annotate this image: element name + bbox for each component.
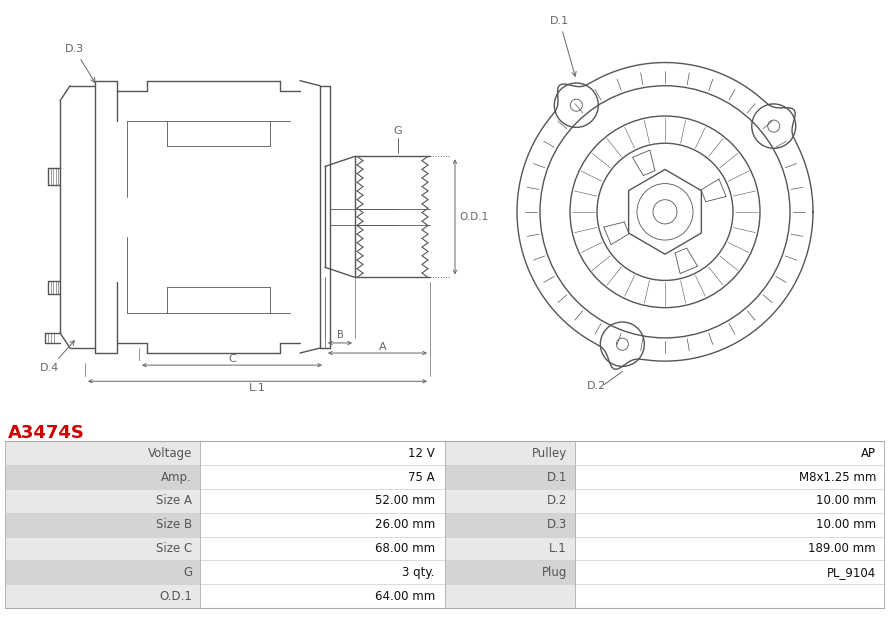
Text: D.2: D.2 [547,494,567,507]
Bar [445,465,575,489]
Bar [575,441,884,465]
Bar [200,513,445,536]
Bar [200,441,445,465]
Text: A: A [379,342,387,352]
Text: Voltage: Voltage [148,447,192,460]
Bar [5,561,200,584]
Text: PL_9104: PL_9104 [827,566,876,579]
Text: O.D.1: O.D.1 [459,212,488,222]
Text: 189.00 mm: 189.00 mm [808,542,876,555]
Text: A3474S: A3474S [8,424,84,442]
Text: Plug: Plug [541,566,567,579]
Bar [200,489,445,513]
Text: Pulley: Pulley [532,447,567,460]
Text: 12 V: 12 V [408,447,435,460]
Text: G: G [393,126,402,136]
Text: Size C: Size C [156,542,192,555]
Text: D.1: D.1 [550,16,576,76]
Text: 3 qty.: 3 qty. [403,566,435,579]
Text: C: C [228,354,236,364]
Text: 64.00 mm: 64.00 mm [375,590,435,602]
Text: L.1: L.1 [549,542,567,555]
Bar [200,465,445,489]
Text: 68.00 mm: 68.00 mm [375,542,435,555]
Bar [200,536,445,561]
Bar [5,536,200,561]
Bar [575,489,884,513]
Bar [200,584,445,608]
Bar [445,441,575,465]
Bar [445,489,575,513]
Bar [5,465,200,489]
Text: L.1: L.1 [249,383,266,393]
Bar [445,536,575,561]
Bar [200,561,445,584]
Bar [5,489,200,513]
Bar [5,584,200,608]
Text: 10.00 mm: 10.00 mm [816,518,876,531]
Bar [445,584,575,608]
Text: Size A: Size A [156,494,192,507]
Bar [575,584,884,608]
Text: G: G [183,566,192,579]
Text: 75 A: 75 A [408,470,435,483]
Bar [5,441,200,465]
Text: D.4: D.4 [40,341,75,373]
Bar [575,561,884,584]
Text: O.D.1: O.D.1 [159,590,192,602]
Text: Amp.: Amp. [161,470,192,483]
Bar [575,536,884,561]
Text: 26.00 mm: 26.00 mm [375,518,435,531]
Text: 10.00 mm: 10.00 mm [816,494,876,507]
Bar [445,513,575,536]
Bar [575,513,884,536]
Text: D.2: D.2 [588,381,606,391]
Bar [5,513,200,536]
Text: D.1: D.1 [547,470,567,483]
Bar [575,465,884,489]
Text: B: B [337,330,343,340]
Text: M8x1.25 mm: M8x1.25 mm [798,470,876,483]
Text: Size B: Size B [156,518,192,531]
Text: 52.00 mm: 52.00 mm [375,494,435,507]
Text: AP: AP [861,447,876,460]
Text: D.3: D.3 [547,518,567,531]
Text: D.3: D.3 [65,44,95,82]
Bar [445,561,575,584]
